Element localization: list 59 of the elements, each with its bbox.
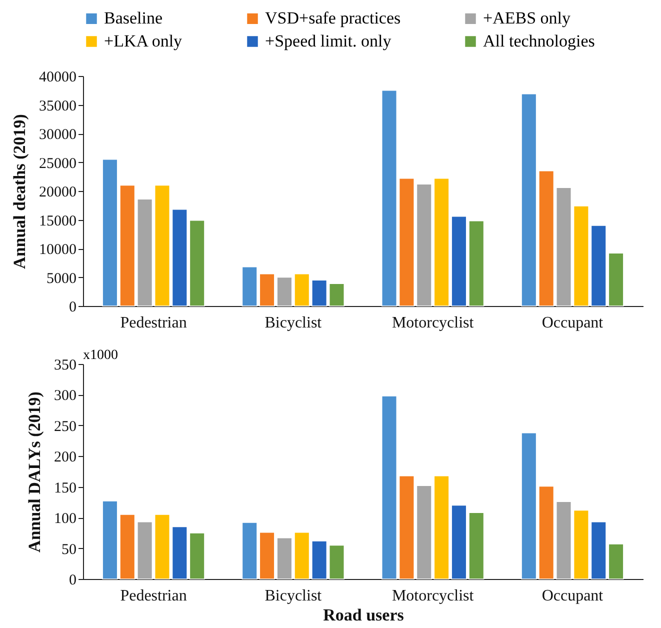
bar [398, 178, 414, 306]
bar [381, 90, 398, 306]
y-tick-label: 25000 [39, 156, 76, 172]
bar [154, 514, 170, 580]
bar [381, 396, 398, 580]
y-tick-label: 0 [69, 300, 76, 316]
bar [154, 184, 170, 306]
bar [556, 187, 572, 306]
bar [137, 521, 153, 580]
y-tick-label: 250 [54, 418, 76, 435]
y-tick-label: 40000 [39, 70, 76, 86]
x-tick-label: Occupant [542, 588, 604, 604]
text: x1000 [83, 348, 118, 363]
bar [312, 280, 328, 306]
legend-label: +Speed limit. only [265, 32, 392, 50]
bar [521, 432, 537, 580]
x-tick-label: Motorcyclist [392, 314, 474, 332]
x-tick-label: Pedestrian [120, 588, 187, 604]
legend-label: VSD+safe practices [265, 8, 401, 28]
bar [189, 220, 205, 306]
legend-label: Baseline [104, 8, 163, 28]
y-tick-label: 10000 [39, 242, 76, 258]
y-tick-label: 30000 [39, 127, 76, 143]
x-tick-label: Motorcyclist [392, 588, 474, 604]
x-axis-title: Road users [323, 606, 404, 624]
legend-label: +AEBS only [483, 8, 572, 28]
x-tick-label: Bicyclist [264, 314, 322, 332]
y-axis-title: Annual deaths (2019) [10, 114, 29, 269]
y-tick-label: 200 [54, 450, 76, 466]
x-tick-label: Occupant [542, 314, 604, 332]
x-tick-label: Bicyclist [264, 588, 322, 604]
bar [328, 544, 345, 580]
bar [189, 532, 205, 580]
bar [538, 170, 554, 306]
y-tick-label: 350 [54, 358, 76, 374]
legend-label: All technologies [483, 32, 595, 50]
bar [556, 501, 572, 580]
bar [312, 540, 328, 580]
y-tick-label: 35000 [39, 98, 76, 114]
y-tick-label: 20000 [39, 184, 76, 200]
bar [398, 475, 414, 580]
bar [521, 93, 537, 306]
x-tick-label: Pedestrian [120, 314, 187, 332]
bar [538, 486, 554, 580]
y-tick-label: 0 [69, 572, 76, 588]
bar [573, 206, 589, 306]
y-axis-title: Annual DALYs (2019) [25, 392, 44, 552]
y-tick-label: 5000 [46, 270, 76, 287]
y-tick-label: 300 [54, 388, 76, 404]
y-tick-label: 100 [54, 511, 76, 528]
bar [172, 209, 188, 306]
y-tick-label: 50 [62, 542, 76, 558]
legend-label: +LKA only [104, 32, 183, 50]
y-tick-label: 150 [54, 480, 76, 496]
bar [172, 526, 188, 580]
bar [573, 510, 589, 580]
y-tick-label: 15000 [39, 213, 76, 230]
bar [137, 198, 153, 306]
bar [328, 283, 345, 306]
